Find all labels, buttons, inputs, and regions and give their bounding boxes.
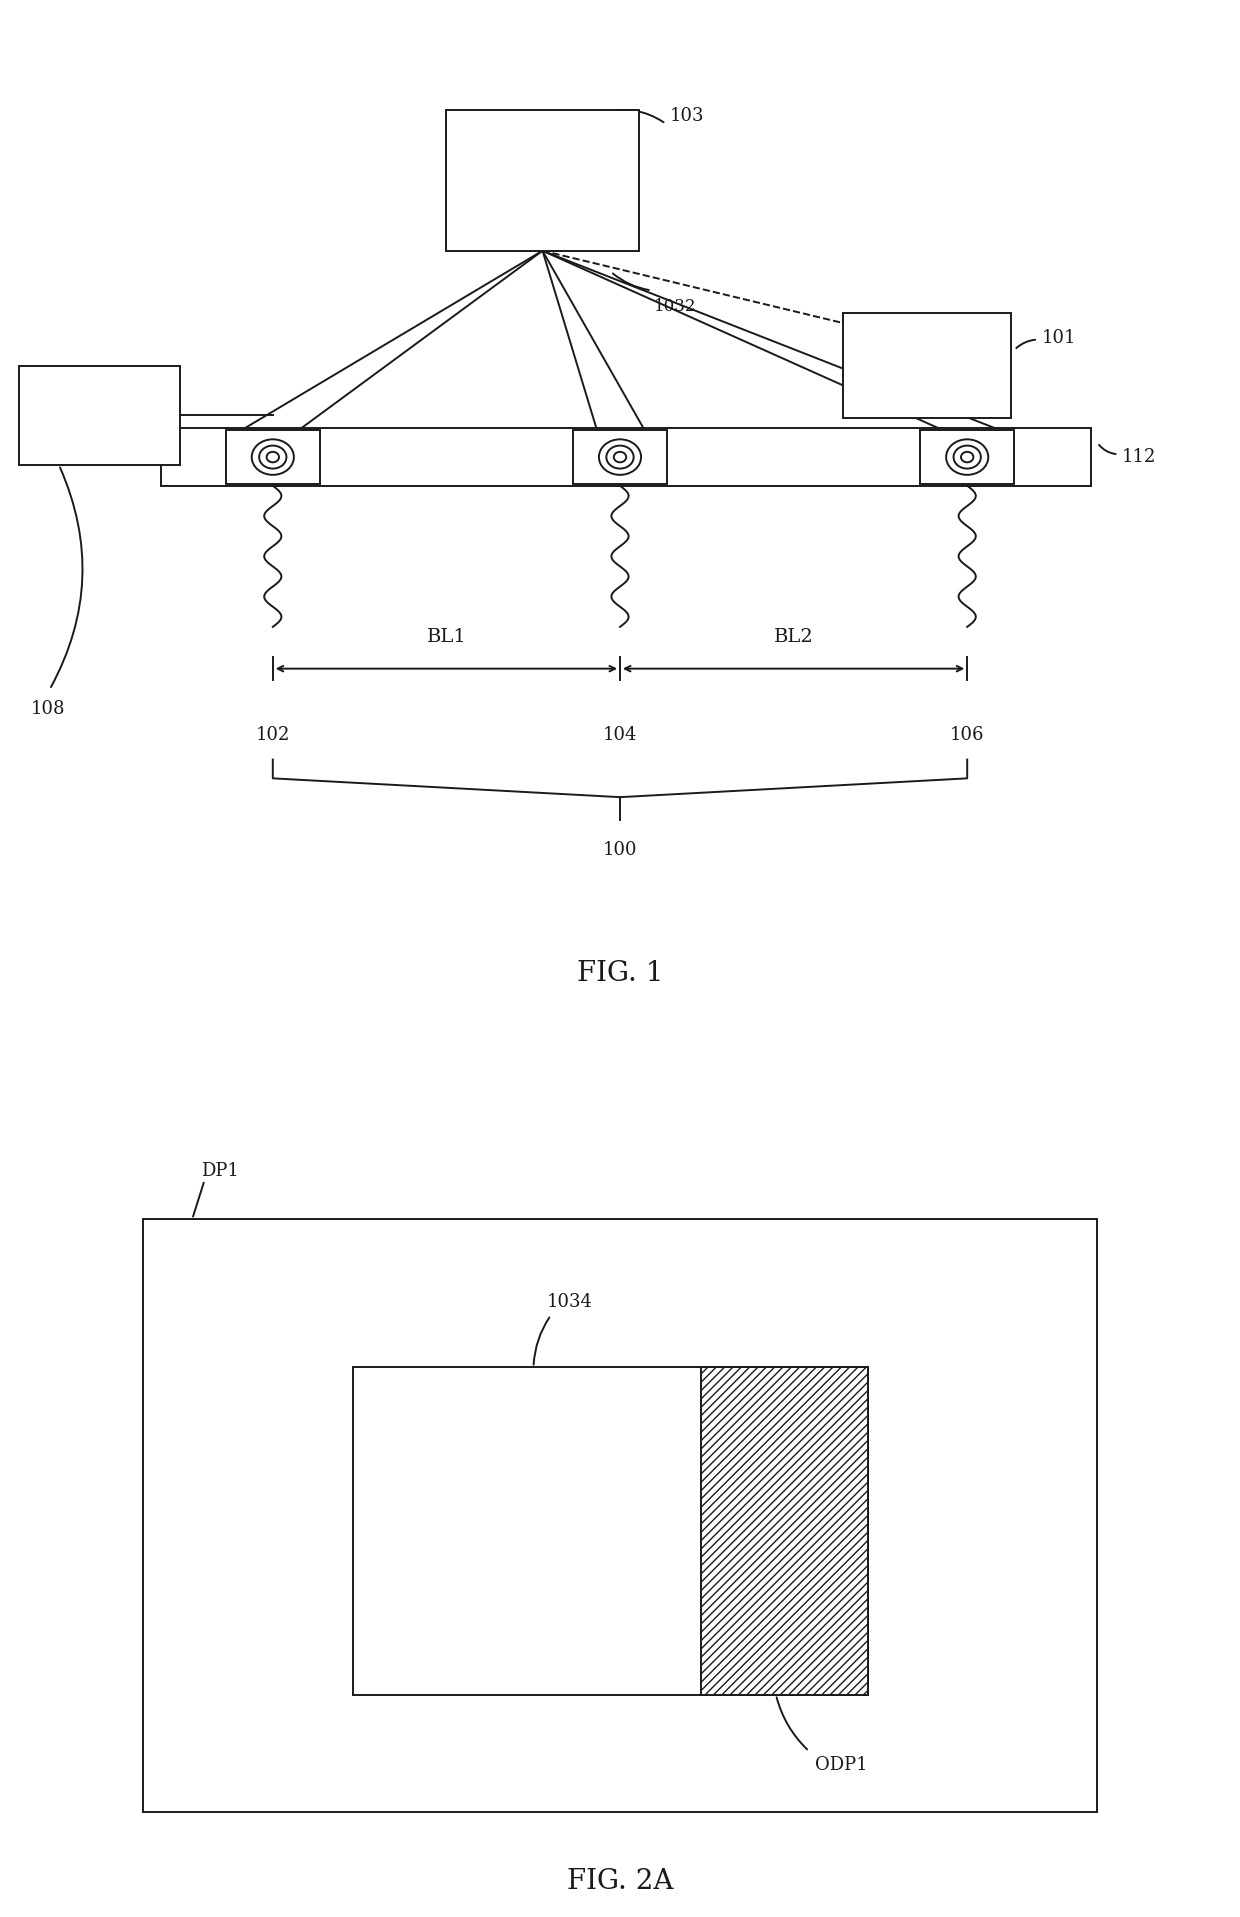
Text: 108: 108 (31, 700, 66, 719)
Text: FIG. 2A: FIG. 2A (567, 1869, 673, 1896)
Text: 100: 100 (603, 842, 637, 859)
Text: BL1: BL1 (427, 627, 466, 646)
Bar (446, 109, 639, 251)
Text: ODP1: ODP1 (816, 1756, 868, 1773)
Text: First
object: First object (901, 347, 952, 383)
Text: 104: 104 (603, 727, 637, 744)
Text: 103: 103 (670, 107, 704, 125)
Text: BL2: BL2 (774, 627, 813, 646)
Text: 106: 106 (950, 727, 985, 744)
Bar (161, 427, 1091, 485)
Text: DP1: DP1 (201, 1162, 239, 1181)
Bar (143, 1219, 1097, 1812)
Text: 112: 112 (1122, 449, 1157, 466)
Text: 1032: 1032 (655, 297, 697, 314)
Bar (353, 1367, 868, 1695)
Text: 101: 101 (1042, 330, 1076, 347)
Text: FIG. 1: FIG. 1 (577, 960, 663, 987)
Bar (920, 431, 1014, 483)
Bar (19, 366, 180, 466)
Bar (226, 431, 320, 483)
Bar (701, 1367, 868, 1695)
Text: Second
object: Second object (511, 161, 573, 199)
Text: Depth map
generator: Depth map generator (57, 401, 141, 431)
Bar (843, 312, 1011, 418)
Text: 1034: 1034 (547, 1292, 593, 1311)
Text: 102: 102 (255, 727, 290, 744)
Bar (573, 431, 667, 483)
